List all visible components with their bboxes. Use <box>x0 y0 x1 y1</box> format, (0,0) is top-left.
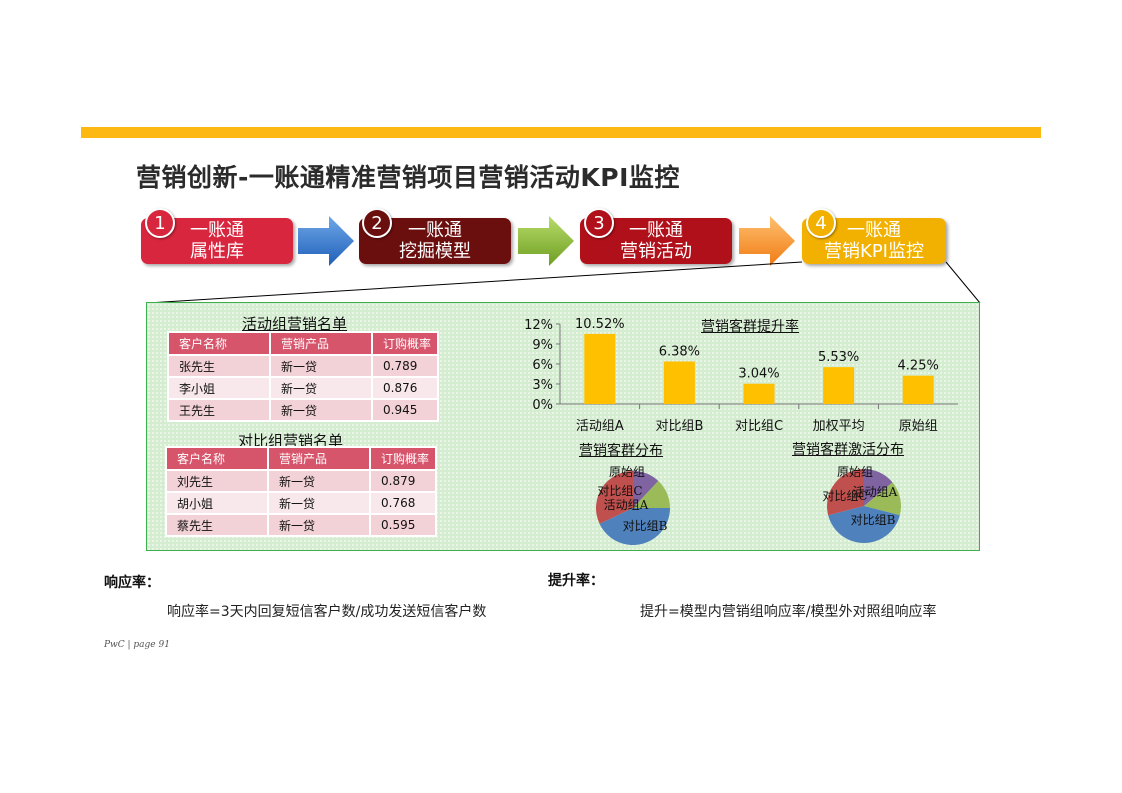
control-group-table-title: 对比组营销名单 <box>238 432 344 450</box>
pie-slice-label: 对比组C <box>822 489 867 503</box>
pie-slice <box>596 471 633 524</box>
arrow-right-icon <box>739 216 795 266</box>
pie-slice <box>827 469 864 516</box>
lift-rate-label: 提升率： <box>548 573 604 589</box>
column-header: 营销产品 <box>267 446 371 471</box>
table-row: 李小姐 新一贷 0.876 <box>167 376 439 400</box>
x-category-label: 对比组B <box>655 419 703 434</box>
bar <box>743 383 775 404</box>
step-line1: 一账通 <box>847 220 901 241</box>
response-rate-formula: 响应率=3天内回复短信客户数/成功发送短信客户数 <box>167 604 487 620</box>
table-cell: 0.789 <box>371 354 439 378</box>
lift-chart-title: 营销客群提升率 <box>701 319 799 335</box>
column-header: 订购概率 <box>369 446 437 471</box>
table-row: 王先生 新一贷 0.945 <box>167 398 439 422</box>
table-cell: 0.768 <box>369 491 437 515</box>
lift-bar-chart: 0% 3% 6% 9% 12% 10.52% 活动组A 6.38% 对比组B 3.04% 对比组C 5… <box>524 317 958 434</box>
pie-slice-label: 对比组B <box>851 513 896 527</box>
arrow-right-icon <box>298 216 354 266</box>
arrow-right-icon <box>518 216 574 266</box>
table-cell: 刘先生 <box>165 469 269 493</box>
step-line1: 一账通 <box>629 220 683 241</box>
footer-page-number: PwC | page 91 <box>104 640 170 650</box>
table-row: 张先生 新一贷 0.789 <box>167 354 439 378</box>
activation-pie-title: 营销客群激活分布 <box>792 442 904 458</box>
pie-slice <box>864 482 901 516</box>
pie-slice <box>599 508 670 545</box>
table-cell: 新一贷 <box>269 376 373 400</box>
table-cell: 0.945 <box>371 398 439 422</box>
step-line2: 属性库 <box>190 241 244 262</box>
step-number-badge: 4 <box>806 208 836 238</box>
column-header: 客户名称 <box>167 331 271 356</box>
column-header: 营销产品 <box>269 331 373 356</box>
table-cell: 新一贷 <box>267 469 371 493</box>
y-tick-label: 6% <box>532 358 553 373</box>
table-row: 刘先生 新一贷 0.879 <box>165 469 437 493</box>
x-category-label: 原始组 <box>899 419 938 434</box>
table-cell: 蔡先生 <box>165 513 269 537</box>
bar <box>902 375 934 404</box>
bar-value-label: 3.04% <box>738 367 779 382</box>
pie-slice <box>633 481 670 508</box>
lift-rate-formula: 提升=模型内营销组响应率/模型外对照组响应率 <box>640 604 937 620</box>
step-number-badge: 3 <box>584 208 614 238</box>
distribution-pie-title: 营销客群分布 <box>579 443 663 459</box>
pie-slice <box>864 469 893 506</box>
column-header: 客户名称 <box>165 446 269 471</box>
y-tick-label: 9% <box>532 338 553 353</box>
bar-value-label: 4.25% <box>898 359 939 374</box>
x-category-label: 活动组A <box>576 419 624 434</box>
bar <box>584 333 616 404</box>
table-cell: 新一贷 <box>269 398 373 422</box>
step-marketing-activity: 一账通 营销活动 <box>580 218 732 264</box>
bar-value-label: 6.38% <box>659 344 700 359</box>
step-number-badge: 2 <box>362 208 392 238</box>
pie-slice-label: 原始组 <box>837 465 873 479</box>
step-line1: 一账通 <box>190 220 244 241</box>
active-group-table-title: 活动组营销名单 <box>242 315 348 333</box>
table-cell: 0.879 <box>369 469 437 493</box>
step-line2: 营销KPI监控 <box>824 241 924 262</box>
table-cell: 新一贷 <box>269 354 373 378</box>
step-line1: 一账通 <box>408 220 462 241</box>
bar-value-label: 10.52% <box>575 317 625 332</box>
pie-slice-label: 对比组B <box>623 519 668 533</box>
table-row: 胡小姐 新一贷 0.768 <box>165 491 437 515</box>
response-rate-label: 响应率： <box>104 575 160 591</box>
table-cell: 胡小姐 <box>165 491 269 515</box>
table-cell: 王先生 <box>167 398 271 422</box>
y-tick-label: 12% <box>524 318 553 333</box>
table-cell: 张先生 <box>167 354 271 378</box>
bar <box>663 361 695 404</box>
pie-slice-label: 活动组A <box>853 485 898 499</box>
table-cell: 李小姐 <box>167 376 271 400</box>
bar-value-label: 5.53% <box>818 350 859 365</box>
column-header: 订购概率 <box>371 331 439 356</box>
pie-slice-label: 活动组A <box>604 498 649 512</box>
page-title: 营销创新-一账通精准营销项目营销活动KPI监控 <box>136 163 680 192</box>
pie-slice-label: 对比组C <box>597 484 642 498</box>
y-tick-label: 3% <box>532 378 553 393</box>
table-row: 蔡先生 新一贷 0.595 <box>165 513 437 537</box>
step-line2: 挖掘模型 <box>399 241 471 262</box>
pie-slice-label: 原始组 <box>609 465 645 479</box>
table-cell: 新一贷 <box>267 491 371 515</box>
x-category-label: 对比组C <box>735 419 783 434</box>
header-accent-bar <box>81 127 1041 138</box>
table-cell: 新一贷 <box>267 513 371 537</box>
table-cell: 0.595 <box>369 513 437 537</box>
control-group-table: 客户名称 营销产品 订购概率 刘先生 新一贷 0.879 胡小姐 新一贷 0.7… <box>165 446 437 537</box>
step-line2: 营销活动 <box>620 241 692 262</box>
pie-slice <box>633 471 659 508</box>
active-group-table: 客户名称 营销产品 订购概率 张先生 新一贷 0.789 李小姐 新一贷 0.8… <box>167 331 439 422</box>
step-number-badge: 1 <box>145 208 175 238</box>
pie-slice <box>828 506 900 543</box>
table-cell: 0.876 <box>371 376 439 400</box>
bar <box>823 367 855 404</box>
x-category-label: 加权平均 <box>813 418 865 434</box>
y-tick-label: 0% <box>532 398 553 413</box>
